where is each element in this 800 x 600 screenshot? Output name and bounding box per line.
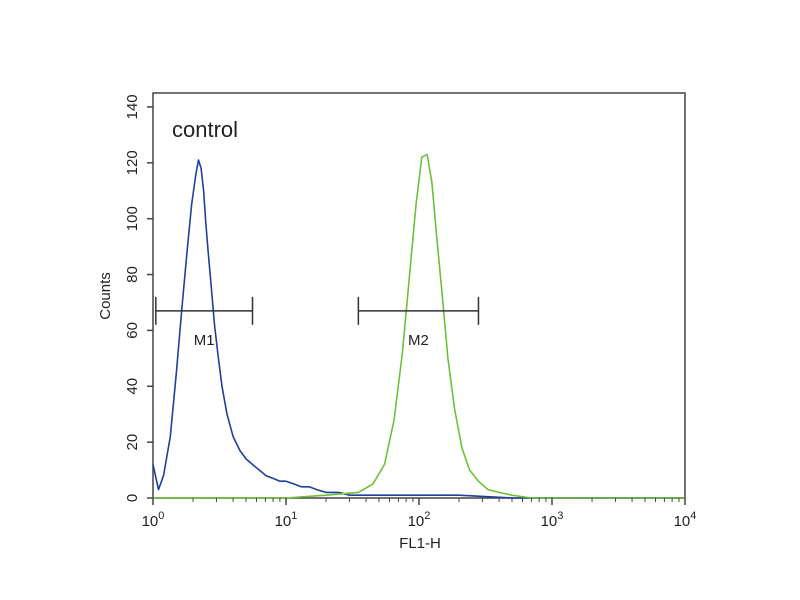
marker-m1-label: M1: [194, 332, 215, 349]
y-tick-label-60: 60: [124, 322, 141, 339]
series-line-2: [153, 153, 685, 499]
x-axis-title: FL1-H: [399, 535, 441, 552]
x-tick-label-4: 104: [674, 510, 697, 530]
x-tick-label-1: 101: [275, 510, 298, 530]
marker-layer: M1 M2: [155, 296, 480, 349]
y-tick-label-140: 140: [124, 94, 141, 119]
x-tick-label-3: 103: [541, 510, 564, 530]
y-tick-label-40: 40: [124, 378, 141, 395]
y-tick-label-0: 0: [124, 494, 141, 502]
y-tick-label-20: 20: [124, 434, 141, 451]
x-tick-label-2: 102: [408, 510, 431, 530]
chart-annotation: control: [172, 117, 238, 142]
y-tick-label-100: 100: [124, 206, 141, 231]
series-layer: [152, 153, 685, 499]
y-axis-title: Counts: [97, 272, 114, 320]
x-tick-label-0: 100: [142, 510, 165, 530]
y-tick-label-120: 120: [124, 150, 141, 175]
x-axis: 100 101 102 103 104: [142, 498, 697, 530]
series-line-1: [152, 159, 685, 499]
y-tick-label-80: 80: [124, 266, 141, 283]
y-axis: 0 20 40 60 80 100 120 140: [124, 94, 153, 502]
marker-m2-label: M2: [408, 332, 429, 349]
